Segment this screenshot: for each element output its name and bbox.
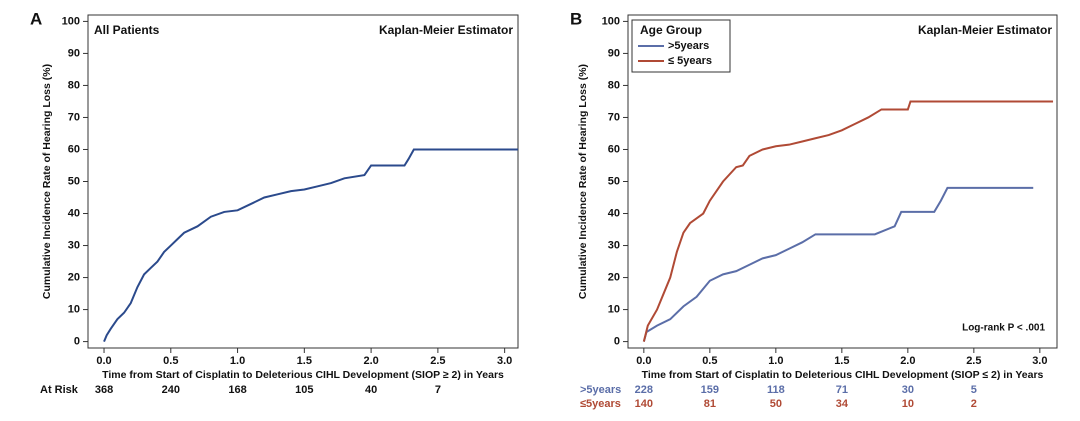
at-risk-count: 240 [162,384,180,396]
km-curve [642,100,1054,342]
y-tick-label: 0 [614,336,620,348]
at-risk-count: 118 [767,384,785,396]
x-tick-label: 2.5 [430,355,445,367]
y-tick-label: 10 [608,303,620,315]
x-tick-label: 2.0 [900,355,915,367]
x-axis-label: Time from Start of Cisplatin to Deleteri… [102,369,504,381]
at-risk-count: 71 [836,384,848,396]
x-tick-label: 0.5 [702,355,717,367]
x-tick-label: 1.0 [230,355,245,367]
estimator-label: Kaplan-Meier Estimator [918,23,1052,37]
panel-label: All Patients [94,23,160,37]
plot-frame [87,14,519,349]
at-risk-count: 140 [635,398,653,410]
km-curve [103,148,518,342]
x-tick-label: 3.0 [1032,355,1047,367]
legend-label: ≤ 5years [668,55,712,67]
at-risk-count: 159 [701,384,719,396]
at-risk-count: 105 [295,384,313,396]
y-tick-label: 60 [68,143,80,155]
at-risk-count: 34 [836,398,849,410]
y-tick-label: 50 [608,175,620,187]
x-tick-label: 2.0 [363,355,378,367]
at-risk-count: 5 [971,384,977,396]
at-risk-count: 50 [770,398,782,410]
y-tick-label: 70 [608,111,620,123]
at-risk-label: ≤5years [580,398,621,410]
x-tick-label: 0.5 [163,355,178,367]
y-tick-label: 10 [68,303,80,315]
y-tick-label: 20 [608,271,620,283]
x-tick-label: 0.0 [636,355,651,367]
at-risk-count: 368 [95,384,113,396]
y-tick-label: 30 [68,239,80,251]
at-risk-count: 40 [365,384,377,396]
y-axis-label: Cumulative Incidence Rate of Hearing Los… [41,64,53,299]
panel-letter: B [570,9,582,28]
at-risk-count: 168 [228,384,246,396]
legend-title: Age Group [640,23,702,37]
at-risk-count: 2 [971,398,977,410]
y-tick-label: 90 [608,47,620,59]
y-tick-label: 80 [608,79,620,91]
y-tick-label: 100 [602,15,620,27]
at-risk-label: >5years [580,384,621,396]
y-tick-label: 30 [608,239,620,251]
x-tick-label: 1.0 [768,355,783,367]
x-tick-label: 3.0 [497,355,512,367]
km-curve [642,186,1034,342]
at-risk-count: 7 [435,384,441,396]
y-tick-label: 40 [68,207,80,219]
estimator-label: Kaplan-Meier Estimator [379,23,513,37]
y-tick-label: 70 [68,111,80,123]
panel-letter: A [30,9,42,28]
y-tick-label: 80 [68,79,80,91]
y-tick-label: 40 [608,207,620,219]
at-risk-count: 81 [704,398,716,410]
x-tick-label: 0.0 [96,355,111,367]
at-risk-count: 30 [902,384,914,396]
x-tick-label: 2.5 [966,355,981,367]
y-tick-label: 0 [74,336,80,348]
at-risk-count: 228 [635,384,653,396]
at-risk-count: 10 [902,398,914,410]
annotation: Log-rank P < .001 [962,323,1045,334]
x-axis-label: Time from Start of Cisplatin to Deleteri… [642,369,1044,381]
legend-label: >5years [668,40,709,52]
y-tick-label: 100 [62,15,80,27]
x-tick-label: 1.5 [834,355,849,367]
y-tick-label: 50 [68,175,80,187]
y-axis-label: Cumulative Incidence Rate of Hearing Los… [577,64,589,299]
y-tick-label: 90 [68,47,80,59]
y-tick-label: 60 [608,143,620,155]
y-tick-label: 20 [68,271,80,283]
x-tick-label: 1.5 [297,355,312,367]
at-risk-label: At Risk [40,384,79,396]
